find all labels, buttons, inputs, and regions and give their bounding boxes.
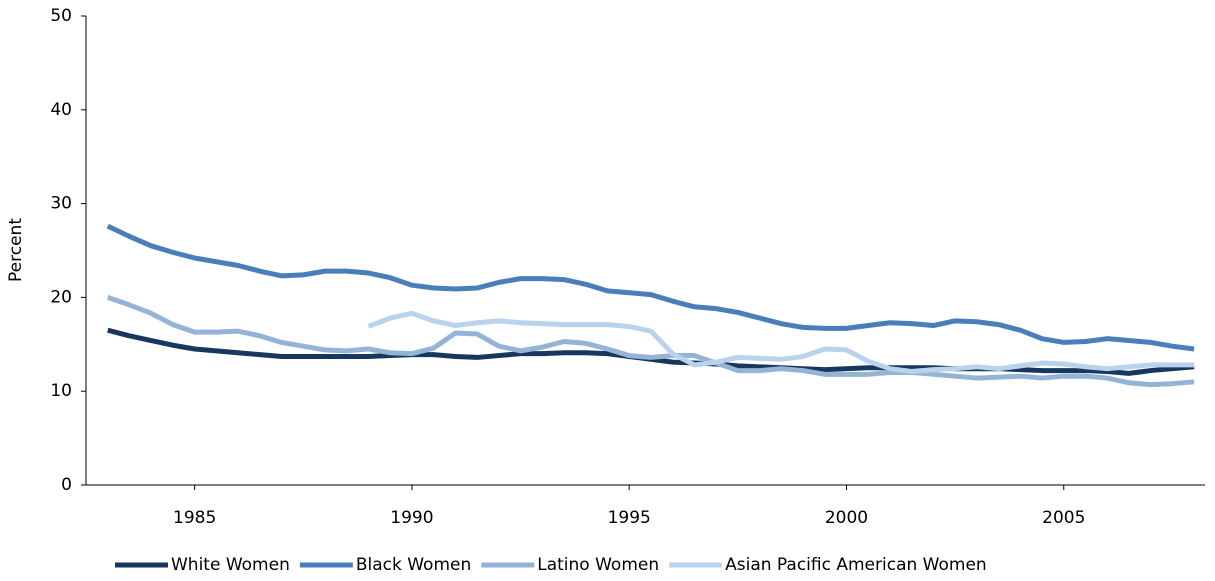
y-tick-label: 0 bbox=[61, 475, 72, 495]
x-tick-label: 1990 bbox=[390, 508, 433, 528]
x-tick-label: 2005 bbox=[1042, 508, 1085, 528]
y-tick-label: 40 bbox=[50, 100, 72, 120]
legend-label: Latino Women bbox=[537, 555, 659, 575]
y-axis-label: Percent bbox=[6, 218, 26, 282]
x-tick-label: 1995 bbox=[608, 508, 651, 528]
y-tick-label: 30 bbox=[50, 194, 72, 214]
legend-label: Asian Pacific American Women bbox=[725, 555, 987, 575]
legend-label: Black Women bbox=[356, 555, 471, 575]
y-tick-label: 50 bbox=[50, 6, 72, 26]
legend-label: White Women bbox=[171, 555, 290, 575]
series-line bbox=[106, 295, 1195, 388]
y-tick-label: 20 bbox=[50, 287, 72, 307]
x-tick-label: 2000 bbox=[825, 508, 868, 528]
x-tick-label: 1985 bbox=[173, 508, 216, 528]
y-tick-label: 10 bbox=[50, 381, 72, 401]
series-line bbox=[106, 223, 1195, 352]
series-line bbox=[367, 310, 1195, 375]
